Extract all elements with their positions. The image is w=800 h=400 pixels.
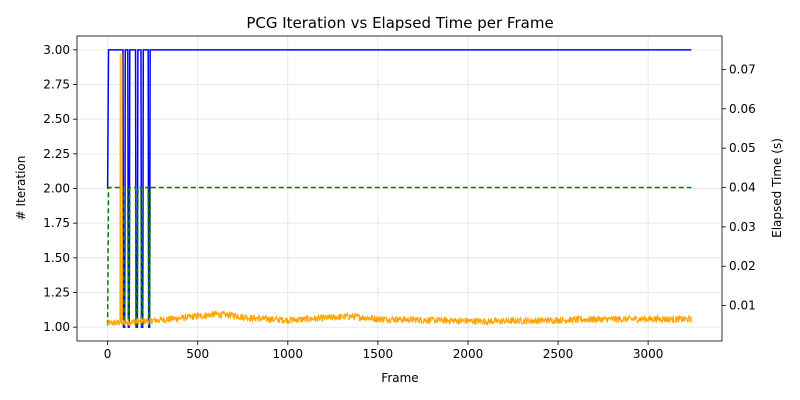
x-tick-label: 1000 [273, 347, 304, 361]
grid [77, 36, 722, 341]
series-line-2 [106, 186, 692, 327]
series-line-3 [107, 53, 692, 327]
y-tick-label: 1.00 [43, 320, 70, 334]
x-tick-label: 2500 [543, 347, 574, 361]
y2-tick-label: 0.02 [729, 259, 756, 273]
y-axis-label: # Iteration [14, 156, 28, 221]
series-line-1 [106, 49, 692, 328]
plot-area [106, 49, 692, 328]
x-tick-label: 0 [104, 347, 112, 361]
y-axis-right: 0.01 0.02 0.03 0.04 0.05 0.06 0.07 [722, 62, 756, 313]
y2-axis-label: Elapsed Time (s) [770, 138, 784, 238]
y2-tick-label: 0.05 [729, 141, 756, 155]
x-tick-label: 2000 [453, 347, 484, 361]
y-axis-left: 1.00 1.25 1.50 1.75 2.00 2.25 2.50 2.75 3.00 [43, 43, 77, 334]
chart-title: PCG Iteration vs Elapsed Time per Frame [246, 14, 553, 32]
x-tick-label: 1500 [363, 347, 394, 361]
x-axis: 0 500 1000 1500 2000 2500 3000 [104, 341, 664, 361]
y2-tick-label: 0.03 [729, 220, 756, 234]
y2-tick-label: 0.07 [729, 62, 756, 76]
y-tick-label: 2.50 [43, 112, 70, 126]
y2-tick-label: 0.04 [729, 181, 756, 195]
y-tick-label: 1.50 [43, 251, 70, 265]
y-tick-label: 1.25 [43, 285, 70, 299]
x-tick-label: 3000 [633, 347, 664, 361]
y-tick-label: 1.75 [43, 216, 70, 230]
y2-tick-label: 0.06 [729, 102, 756, 116]
x-tick-label: 500 [186, 347, 209, 361]
y2-tick-label: 0.01 [729, 299, 756, 313]
y-tick-label: 2.00 [43, 182, 70, 196]
y-tick-label: 3.00 [43, 43, 70, 57]
y-tick-label: 2.25 [43, 147, 70, 161]
y-tick-label: 2.75 [43, 78, 70, 92]
x-axis-label: Frame [381, 371, 418, 385]
